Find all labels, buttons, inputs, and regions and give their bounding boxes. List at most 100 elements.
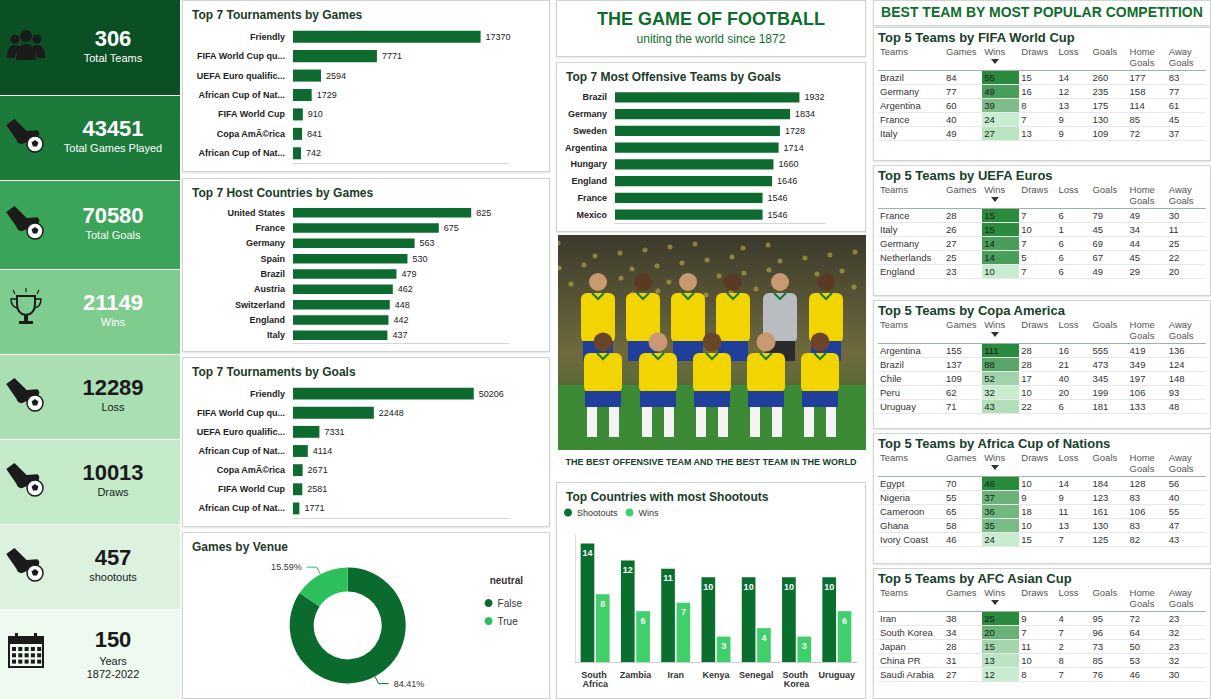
svg-text:3: 3	[721, 641, 726, 651]
svg-text:Top 7 Host Countries by Games: Top 7 Host Countries by Games	[192, 186, 373, 200]
svg-text:Brazil: Brazil	[582, 92, 607, 102]
svg-text:FIFA World Cup qu...: FIFA World Cup qu...	[197, 408, 285, 418]
svg-text:825: 825	[476, 208, 491, 218]
svg-text:10: 10	[703, 582, 713, 592]
svg-text:3: 3	[802, 641, 807, 651]
svg-text:7771: 7771	[382, 51, 402, 61]
svg-text:4: 4	[761, 633, 766, 643]
svg-text:Spain: Spain	[260, 254, 285, 264]
svg-text:479: 479	[401, 269, 416, 279]
svg-text:England: England	[572, 176, 608, 186]
svg-text:Africa: Africa	[582, 679, 609, 689]
svg-text:FIFA World Cup qu...: FIFA World Cup qu...	[197, 51, 285, 61]
svg-text:Top 7 Tournaments by Goals: Top 7 Tournaments by Goals	[192, 365, 356, 379]
svg-text:11: 11	[663, 573, 673, 583]
svg-text:2594: 2594	[326, 71, 346, 81]
svg-text:10: 10	[744, 582, 754, 592]
svg-text:10: 10	[824, 582, 834, 592]
svg-text:1660: 1660	[778, 159, 798, 169]
svg-text:Games by Venue: Games by Venue	[192, 540, 288, 554]
svg-text:437: 437	[392, 330, 407, 340]
svg-text:84.41%: 84.41%	[394, 679, 425, 689]
svg-text:Friendly: Friendly	[250, 389, 285, 399]
html-text:306: 306	[94, 26, 132, 51]
svg-text:6: 6	[641, 616, 646, 626]
svg-text:841: 841	[307, 129, 322, 139]
svg-text:1714: 1714	[784, 143, 804, 153]
svg-text:17370: 17370	[486, 32, 511, 42]
svg-text:Austria: Austria	[254, 284, 286, 294]
svg-text:50206: 50206	[479, 389, 504, 399]
svg-text:Argentina: Argentina	[565, 143, 608, 153]
svg-text:Germany: Germany	[246, 238, 285, 248]
svg-text:Copa AmÃ©rica: Copa AmÃ©rica	[217, 129, 286, 139]
svg-text:4114: 4114	[313, 446, 332, 456]
svg-text:742: 742	[306, 148, 321, 158]
svg-text:Wins: Wins	[639, 508, 659, 518]
svg-text:7331: 7331	[324, 427, 344, 437]
svg-text:15.59%: 15.59%	[271, 562, 302, 572]
svg-text:Iran: Iran	[667, 670, 684, 680]
svg-text:Hungary: Hungary	[570, 159, 607, 169]
html-text:70580: 70580	[82, 203, 144, 228]
svg-text:Sweden: Sweden	[573, 126, 607, 136]
svg-text:African Cup of Nat...: African Cup of Nat...	[198, 446, 285, 456]
svg-text:United States: United States	[227, 208, 285, 218]
svg-text:1834: 1834	[795, 109, 815, 119]
svg-text:FIFA World Cup: FIFA World Cup	[218, 484, 285, 494]
svg-text:Copa AmÃ©rica: Copa AmÃ©rica	[217, 465, 286, 475]
svg-text:Brazil: Brazil	[260, 269, 285, 279]
svg-text:France: France	[577, 193, 607, 203]
svg-text:Italy: Italy	[267, 330, 285, 340]
svg-text:675: 675	[444, 223, 459, 233]
svg-text:7: 7	[681, 607, 686, 617]
svg-text:8: 8	[600, 599, 605, 609]
svg-text:563: 563	[420, 238, 435, 248]
svg-text:England: England	[250, 315, 286, 325]
svg-text:1546: 1546	[768, 210, 788, 220]
svg-text:2581: 2581	[307, 484, 327, 494]
svg-text:Top 7 Most Offensive Teams by: Top 7 Most Offensive Teams by Goals	[566, 70, 781, 84]
svg-text:Mexico: Mexico	[576, 210, 607, 220]
svg-text:Shootouts: Shootouts	[577, 508, 618, 518]
svg-text:1728: 1728	[785, 126, 805, 136]
svg-text:1646: 1646	[777, 176, 797, 186]
svg-text:10: 10	[784, 582, 794, 592]
svg-text:Top 7 Tournaments by Games: Top 7 Tournaments by Games	[192, 8, 363, 22]
svg-text:African Cup of Nat...: African Cup of Nat...	[198, 148, 285, 158]
svg-text:6: 6	[842, 616, 847, 626]
svg-text:1932: 1932	[804, 92, 824, 102]
svg-text:Friendly: Friendly	[250, 32, 285, 42]
svg-text:France: France	[255, 223, 285, 233]
svg-text:462: 462	[398, 284, 413, 294]
svg-text:False: False	[498, 598, 523, 609]
svg-text:442: 442	[393, 315, 408, 325]
svg-text:Switzerland: Switzerland	[235, 300, 285, 310]
svg-text:530: 530	[412, 254, 427, 264]
svg-text:22448: 22448	[379, 408, 404, 418]
svg-text:Korea: Korea	[784, 679, 811, 689]
svg-text:True: True	[498, 616, 519, 627]
svg-text:Germany: Germany	[568, 109, 607, 119]
svg-text:Zambia: Zambia	[620, 670, 653, 680]
svg-text:Senegal: Senegal	[739, 670, 774, 680]
svg-text:2671: 2671	[308, 465, 328, 475]
svg-text:1546: 1546	[768, 193, 788, 203]
svg-text:UEFA Euro qualific...: UEFA Euro qualific...	[197, 71, 285, 81]
svg-text:12: 12	[623, 565, 633, 575]
svg-text:910: 910	[308, 109, 323, 119]
html-text:21149: 21149	[83, 290, 143, 315]
svg-text:FIFA World Cup: FIFA World Cup	[218, 109, 285, 119]
svg-text:UEFA Euro qualific...: UEFA Euro qualific...	[197, 427, 285, 437]
html-text:43451: 43451	[82, 116, 144, 141]
svg-text:neutral: neutral	[490, 575, 524, 586]
svg-text:14: 14	[582, 548, 592, 558]
svg-text:448: 448	[395, 300, 410, 310]
svg-text:1729: 1729	[317, 90, 337, 100]
svg-text:Kenya: Kenya	[702, 670, 730, 680]
svg-text:African Cup of Nat...: African Cup of Nat...	[198, 503, 285, 513]
svg-text:1771: 1771	[304, 503, 324, 513]
svg-text:Uruguay: Uruguay	[819, 670, 856, 680]
svg-text:Top Countries with most Shooto: Top Countries with most Shootouts	[566, 490, 769, 504]
svg-text:African Cup of Nat...: African Cup of Nat...	[198, 90, 285, 100]
